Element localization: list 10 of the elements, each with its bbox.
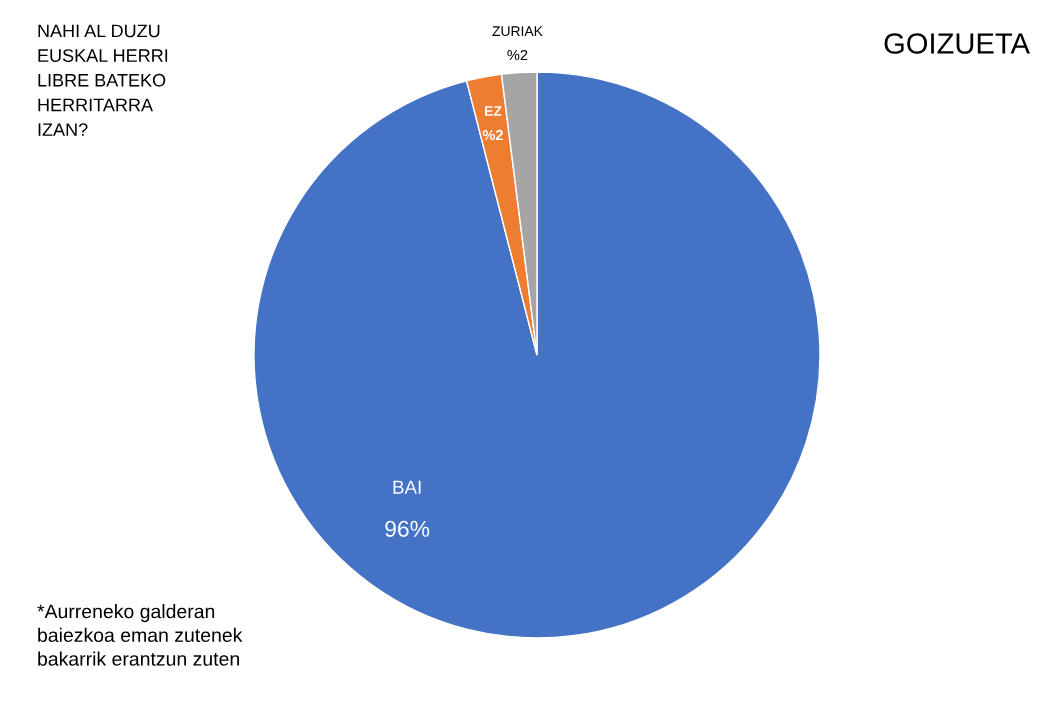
slice-label: BAI	[393, 480, 421, 494]
text: NAHI AL DUZU EUSKAL HERRI LIBRE BATEKO HERRITARRA IZAN?	[38, 24, 168, 136]
text: GOIZUETA	[884, 33, 1030, 54]
slice-label: EZ	[485, 106, 502, 116]
text: *Aurreneko galderan baiezkoa eman zutenek bakarrik erantzun zuten	[37, 604, 243, 666]
slice-label: ZURIAK	[492, 26, 543, 37]
data-label: %2	[482, 129, 503, 141]
data-label: %2	[507, 49, 528, 61]
pie-slice	[253, 71, 821, 639]
data-label: 96%	[385, 520, 430, 537]
